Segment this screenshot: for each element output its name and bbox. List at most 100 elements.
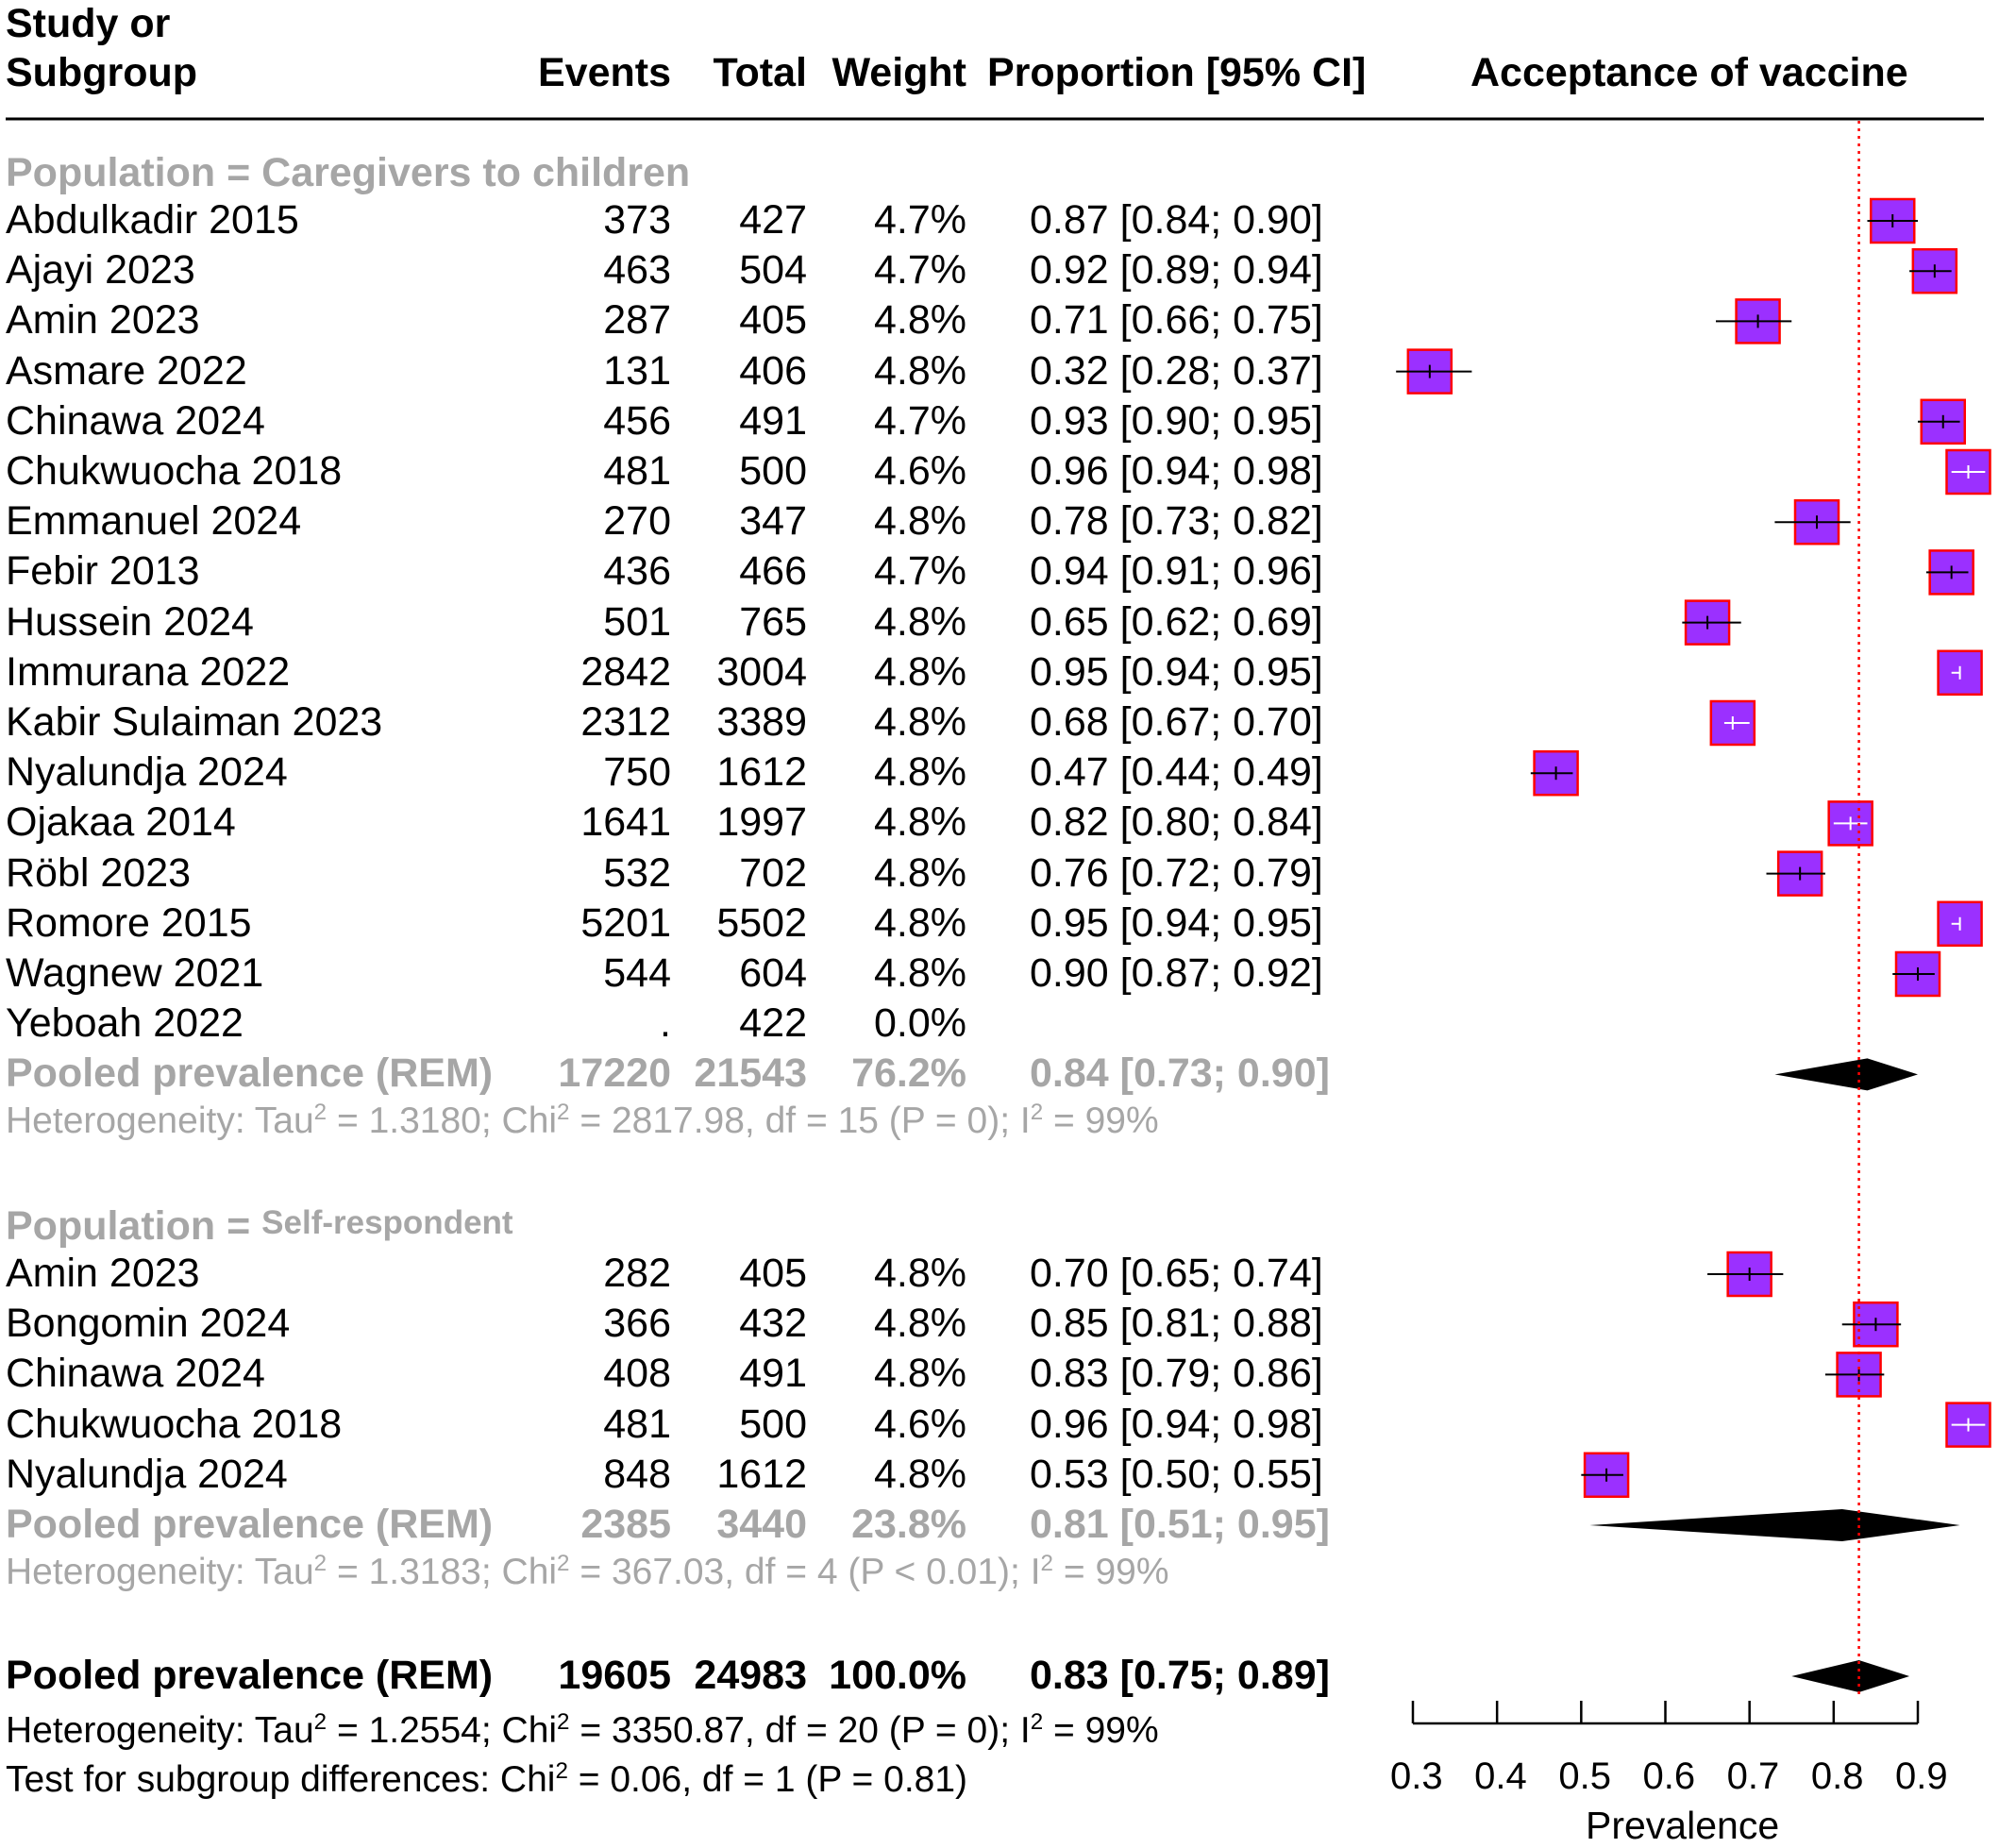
x-tick-label: 0.6	[1642, 1756, 1696, 1797]
pooled-total-1: 3440	[716, 1502, 807, 1547]
study-events: 1641	[580, 799, 671, 846]
study-name: Hussein 2024	[6, 598, 254, 645]
study-ci: 0.65 [0.62; 0.69]	[1030, 598, 1323, 645]
study-name: Yeboah 2022	[6, 1000, 244, 1047]
header-events: Events	[537, 50, 671, 95]
study-weight: 4.6%	[873, 1401, 966, 1447]
study-events: 544	[603, 950, 671, 996]
study-ci: 0.53 [0.50; 0.55]	[1030, 1451, 1323, 1497]
pooled-diamond-1	[1589, 1509, 1960, 1541]
pooled-label-0: Pooled prevalence (REM)	[6, 1050, 494, 1097]
study-total: 406	[739, 347, 807, 394]
study-weight: 4.8%	[873, 1251, 966, 1296]
study-weight: 4.8%	[873, 498, 966, 545]
study-weight: 4.7%	[873, 397, 966, 444]
study-events: 456	[603, 397, 671, 444]
study-ci: 0.68 [0.67; 0.70]	[1030, 699, 1323, 745]
study-weight: 4.8%	[873, 950, 966, 996]
study-total: 604	[739, 950, 807, 996]
study-weight: 0.0%	[873, 1000, 966, 1047]
study-weight: 4.7%	[873, 247, 966, 294]
study-box-9	[1937, 649, 1983, 697]
study-ci: 0.93 [0.90; 0.95]	[1030, 397, 1323, 444]
study-weight: 4.7%	[873, 548, 966, 595]
study-total: 422	[739, 1000, 807, 1047]
study-events: 481	[603, 448, 671, 494]
study-weight: 4.8%	[873, 699, 966, 745]
study-name: Bongomin 2024	[6, 1301, 291, 1347]
pooled-ci-1: 0.81 [0.51; 0.95]	[1030, 1502, 1330, 1547]
study-events: 2312	[580, 699, 671, 745]
pooled-events-0: 17220	[558, 1050, 671, 1097]
x-tick-label: 0.3	[1390, 1756, 1443, 1797]
study-total: 765	[739, 598, 807, 645]
study-weight: 4.8%	[873, 1351, 966, 1397]
overall-total: 24983	[694, 1653, 807, 1698]
x-tick-label: 0.9	[1895, 1756, 1948, 1797]
study-name: Ojakaa 2014	[6, 799, 236, 846]
study-events: .	[660, 1000, 671, 1047]
study-ci: 0.94 [0.91; 0.96]	[1030, 548, 1323, 595]
study-events: 270	[603, 498, 671, 545]
study-events: 366	[603, 1301, 671, 1347]
study-ci: 0.47 [0.44; 0.49]	[1030, 749, 1323, 796]
group-title-1: Population = Self-respondent	[6, 1203, 513, 1249]
study-name: Emmanuel 2024	[6, 498, 302, 545]
study-total: 5502	[716, 899, 807, 946]
study-total: 491	[739, 1351, 807, 1397]
study-events: 463	[603, 247, 671, 294]
study-total: 405	[739, 1251, 807, 1296]
study-ci: 0.78 [0.73; 0.82]	[1030, 498, 1323, 545]
study-total: 347	[739, 498, 807, 545]
study-total: 1997	[716, 799, 807, 846]
pooled-diamond-0	[1774, 1058, 1918, 1091]
x-tick-label: 0.4	[1474, 1756, 1527, 1797]
study-total: 500	[739, 448, 807, 494]
study-events: 287	[603, 297, 671, 344]
study-events: 848	[603, 1451, 671, 1497]
study-total: 1612	[716, 749, 807, 796]
study-box-14	[1937, 900, 1983, 948]
study-ci: 0.83 [0.79; 0.86]	[1030, 1351, 1323, 1397]
study-weight: 4.8%	[873, 849, 966, 896]
study-name: Wagnew 2021	[6, 950, 264, 996]
study-ci: 0.85 [0.81; 0.88]	[1030, 1301, 1323, 1347]
overall-events: 19605	[558, 1653, 671, 1698]
study-name: Ajayi 2023	[6, 247, 195, 294]
study-weight: 4.8%	[873, 799, 966, 846]
study-name: Chinawa 2024	[6, 397, 265, 444]
study-weight: 4.7%	[873, 197, 966, 243]
study-weight: 4.8%	[873, 347, 966, 394]
x-tick-label: 0.8	[1810, 1756, 1864, 1797]
x-tick-label: 0.7	[1726, 1756, 1780, 1797]
study-weight: 4.8%	[873, 648, 966, 695]
x-tick-label: 0.5	[1558, 1756, 1611, 1797]
study-ci: 0.95 [0.94; 0.95]	[1030, 899, 1323, 946]
study-total: 500	[739, 1401, 807, 1447]
study-total: 702	[739, 849, 807, 896]
study-weight: 4.8%	[873, 598, 966, 645]
study-name: Chinawa 2024	[6, 1351, 265, 1397]
study-name: Febir 2013	[6, 548, 200, 595]
subgroup-test: Test for subgroup differences: Chi2 = 0.…	[6, 1758, 968, 1800]
study-name: Asmare 2022	[6, 347, 247, 394]
study-name: Romore 2015	[6, 899, 252, 946]
study-ci: 0.96 [0.94; 0.98]	[1030, 1401, 1323, 1447]
pooled-label-1: Pooled prevalence (REM)	[6, 1502, 494, 1547]
study-events: 282	[603, 1251, 671, 1296]
study-name: Röbl 2023	[6, 849, 192, 896]
study-events: 2842	[580, 648, 671, 695]
overall-label: Pooled prevalence (REM)	[6, 1653, 494, 1698]
study-events: 750	[603, 749, 671, 796]
study-events: 501	[603, 598, 671, 645]
study-total: 427	[739, 197, 807, 243]
plot-title: Acceptance of vaccine	[1470, 50, 1908, 95]
study-ci: 0.95 [0.94; 0.95]	[1030, 648, 1323, 695]
study-weight: 4.8%	[873, 749, 966, 796]
header-proportion: Proportion [95% CI]	[987, 50, 1367, 95]
study-name: Kabir Sulaiman 2023	[6, 699, 383, 745]
study-events: 131	[603, 347, 671, 394]
study-ci: 0.32 [0.28; 0.37]	[1030, 347, 1323, 394]
pooled-ci-0: 0.84 [0.73; 0.90]	[1030, 1050, 1330, 1097]
